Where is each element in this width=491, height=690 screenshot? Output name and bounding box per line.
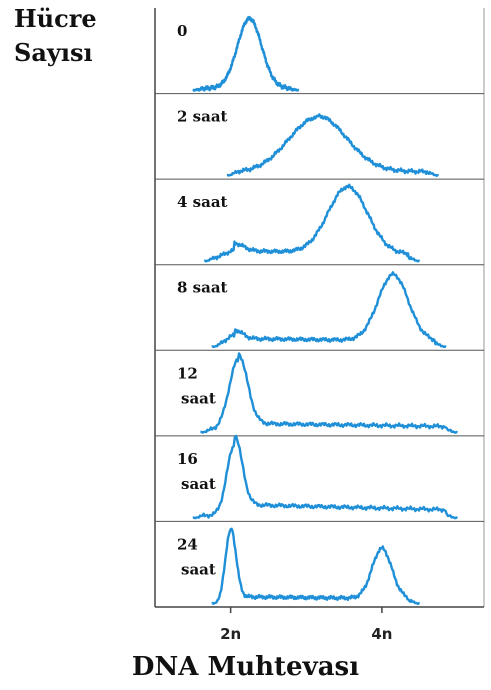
x-tick-label-4n: 4n	[371, 625, 392, 643]
y-axis-label-line-1: Hücre	[14, 4, 97, 33]
histogram-trace-3	[211, 271, 447, 349]
panel-traces	[192, 15, 458, 605]
panel-label-5-0: 16	[177, 450, 198, 468]
panel-label-6-1: saat	[181, 560, 216, 578]
histogram-trace-6	[211, 527, 420, 605]
panel-label-5-1: saat	[181, 475, 216, 493]
panel-label-2: 4 saat	[177, 193, 228, 211]
x-tick-label-2n: 2n	[220, 625, 241, 643]
panel-label-6-0: 24	[177, 535, 198, 553]
x-axis-ticks: 2n 4n	[220, 607, 392, 643]
panel-labels: 0 2 saat 4 saat 8 saat 12 saat 16 saat 24 saat	[177, 22, 228, 578]
histogram-trace-5	[192, 434, 458, 520]
panel-frame	[154, 8, 485, 608]
histogram-trace-4	[200, 352, 458, 434]
panel-label-0: 0	[177, 22, 187, 40]
y-axis-label-line-2: Sayısı	[14, 38, 93, 67]
panel-label-3: 8 saat	[177, 279, 228, 297]
y-axis-label: Hücre Sayısı	[14, 2, 97, 70]
panel-label-4-1: saat	[181, 389, 216, 407]
panel-label-4-0: 12	[177, 364, 198, 382]
histogram-trace-1	[226, 113, 439, 177]
panel-label-1: 2 saat	[177, 108, 228, 126]
histogram-trace-0	[192, 15, 300, 92]
x-axis-label: DNA Muhtevası	[131, 652, 360, 682]
histogram-trace-2	[203, 183, 420, 263]
